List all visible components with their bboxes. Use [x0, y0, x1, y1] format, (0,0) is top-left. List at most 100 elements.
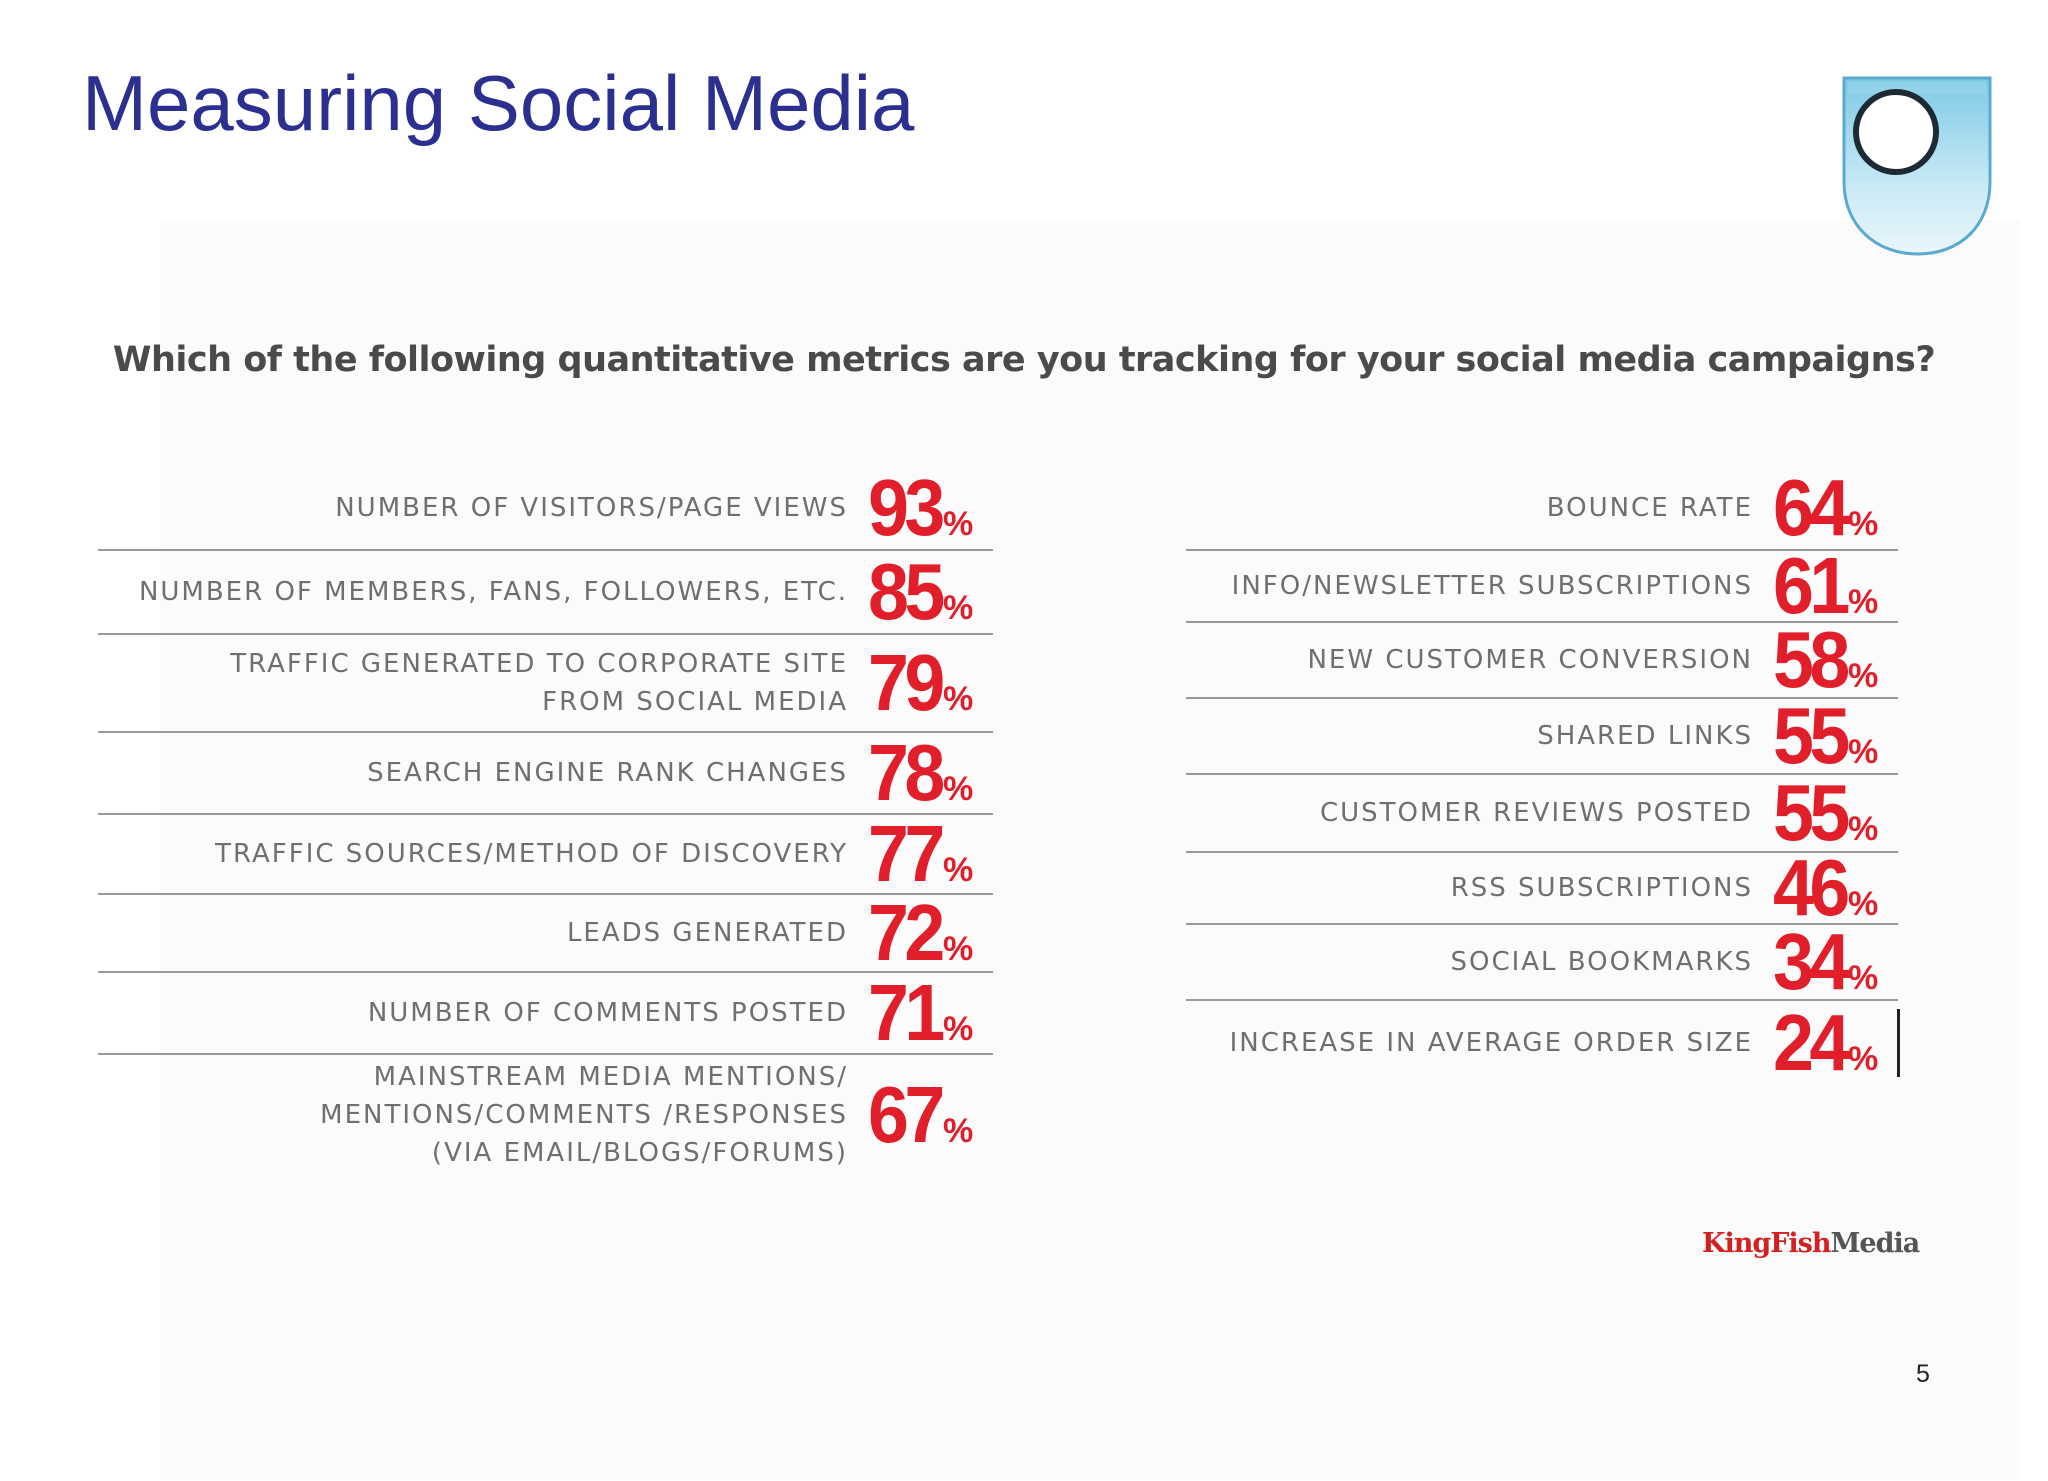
metric-label: BOUNCE RATE	[1186, 489, 1773, 527]
percent-sign: %	[1847, 583, 1879, 621]
metric-label: LEADS GENERATED	[98, 914, 868, 952]
percent-sign: %	[942, 930, 974, 968]
metric-value: 24%	[1773, 1003, 1898, 1083]
metric-value: 55%	[1773, 696, 1898, 776]
metric-row: BOUNCE RATE 64%	[1186, 467, 1898, 551]
chart-title: Which of the following quantitative metr…	[112, 340, 1936, 380]
percent-sign: %	[1847, 810, 1879, 848]
percent-sign: %	[1847, 505, 1879, 543]
metric-value-number: 77	[868, 809, 945, 898]
metric-label-line: LEADS GENERATED	[566, 918, 848, 948]
metric-label: MAINSTREAM MEDIA MENTIONS/MENTIONS/COMME…	[98, 1058, 868, 1172]
metric-value: 55%	[1773, 773, 1898, 853]
metrics-column-right: BOUNCE RATE 64% INFO/NEWSLETTER SUBSCRIPTI…	[1186, 467, 1900, 1085]
metric-label: SHARED LINKS	[1186, 717, 1773, 755]
metric-row: SHARED LINKS 55%	[1186, 696, 1898, 776]
metric-value-number: 64	[1773, 463, 1850, 552]
metric-value-number: 34	[1773, 917, 1850, 1006]
percent-sign: %	[942, 505, 974, 543]
metric-label-line: NUMBER OF VISITORS/PAGE VIEWS	[335, 493, 848, 523]
metric-value: 93%	[868, 468, 993, 548]
metric-row: NUMBER OF VISITORS/PAGE VIEWS 93%	[98, 467, 993, 551]
percent-sign: %	[942, 851, 974, 889]
metric-value-number: 93	[868, 463, 945, 552]
metric-label: NEW CUSTOMER CONVERSION	[1186, 641, 1773, 679]
metric-value-number: 72	[868, 888, 945, 977]
metric-label-line: TRAFFIC SOURCES/METHOD OF DISCOVERY	[215, 839, 848, 869]
metric-label: NUMBER OF MEMBERS, FANS, FOLLOWERS, ETC.	[98, 573, 868, 611]
metric-label: CUSTOMER REVIEWS POSTED	[1186, 794, 1773, 832]
metric-value: 67%	[868, 1075, 993, 1155]
metric-value-number: 55	[1773, 768, 1850, 857]
metric-value: 61%	[1773, 546, 1898, 626]
metric-row: CUSTOMER REVIEWS POSTED 55%	[1186, 773, 1898, 853]
metric-label-line: MENTIONS/COMMENTS /RESPONSES	[320, 1100, 848, 1130]
percent-sign: %	[942, 1112, 974, 1150]
metric-row: NUMBER OF COMMENTS POSTED 71%	[98, 973, 993, 1055]
metric-value-number: 79	[868, 638, 945, 727]
percent-sign: %	[1847, 1040, 1879, 1078]
metric-row: RSS SUBSCRIPTIONS 46%	[1186, 848, 1898, 928]
metric-value: 34%	[1773, 922, 1898, 1002]
text-cursor	[1897, 1009, 1900, 1077]
metric-label-line: SEARCH ENGINE RANK CHANGES	[367, 758, 848, 788]
percent-sign: %	[1847, 733, 1879, 771]
metric-label-line: NUMBER OF MEMBERS, FANS, FOLLOWERS, ETC.	[138, 577, 848, 607]
metric-row: SEARCH ENGINE RANK CHANGES 78%	[98, 733, 993, 815]
percent-sign: %	[1847, 885, 1879, 923]
metric-value: 72%	[868, 893, 993, 973]
metric-row: TRAFFIC SOURCES/METHOD OF DISCOVERY 77%	[98, 809, 993, 898]
page-number: 5	[1916, 1360, 1930, 1388]
metric-row: MAINSTREAM MEDIA MENTIONS/MENTIONS/COMME…	[98, 1055, 993, 1175]
metric-label-line: MAINSTREAM MEDIA MENTIONS/	[373, 1062, 848, 1092]
metric-value-number: 24	[1773, 998, 1850, 1087]
metric-label-line: NEW CUSTOMER CONVERSION	[1307, 645, 1753, 675]
metric-value: 58%	[1773, 620, 1898, 700]
percent-sign: %	[1847, 657, 1879, 695]
metric-label-line: INFO/NEWSLETTER SUBSCRIPTIONS	[1231, 571, 1753, 601]
metric-value-number: 61	[1773, 541, 1850, 630]
metric-label: NUMBER OF VISITORS/PAGE VIEWS	[98, 489, 868, 527]
metric-label-line: INCREASE IN AVERAGE ORDER SIZE	[1229, 1028, 1753, 1058]
metric-row: LEADS GENERATED 72%	[98, 893, 993, 973]
metric-value-number: 78	[868, 728, 945, 817]
metric-value: 79%	[868, 643, 993, 723]
metric-row: TRAFFIC GENERATED TO CORPORATE SITE FROM …	[98, 635, 993, 733]
metric-row: INCREASE IN AVERAGE ORDER SIZE 24%	[1186, 1001, 1900, 1085]
metric-label-line: NUMBER OF COMMENTS POSTED	[367, 998, 848, 1028]
open-university-logo	[1842, 76, 1992, 256]
slide-title: Measuring Social Media	[82, 59, 915, 147]
metric-label: SOCIAL BOOKMARKS	[1186, 943, 1773, 981]
metric-value-number: 85	[868, 547, 945, 636]
metric-label-line: (VIA EMAIL/BLOGS/FORUMS)	[431, 1138, 848, 1168]
metric-value: 71%	[868, 973, 993, 1053]
metric-label-line: SOCIAL BOOKMARKS	[1450, 947, 1753, 977]
percent-sign: %	[942, 680, 974, 718]
metric-label-line: RSS SUBSCRIPTIONS	[1450, 873, 1753, 903]
metric-row: NEW CUSTOMER CONVERSION 58%	[1186, 620, 1898, 700]
metric-label-line: TRAFFIC GENERATED TO CORPORATE SITE	[230, 649, 848, 679]
percent-sign: %	[1847, 959, 1879, 997]
metric-label: INFO/NEWSLETTER SUBSCRIPTIONS	[1186, 567, 1773, 605]
metric-label-line: SHARED LINKS	[1537, 721, 1753, 751]
metric-value-number: 67	[868, 1070, 945, 1159]
metric-value-number: 46	[1773, 843, 1850, 932]
metric-label: TRAFFIC GENERATED TO CORPORATE SITE FROM …	[98, 645, 868, 721]
metric-label: TRAFFIC SOURCES/METHOD OF DISCOVERY	[98, 835, 868, 873]
metric-row: INFO/NEWSLETTER SUBSCRIPTIONS 61%	[1186, 546, 1898, 626]
percent-sign: %	[942, 589, 974, 627]
metric-label: INCREASE IN AVERAGE ORDER SIZE	[1186, 1024, 1773, 1062]
metrics-column-left: NUMBER OF VISITORS/PAGE VIEWS 93% NUMBER O…	[98, 467, 993, 1175]
metric-label: RSS SUBSCRIPTIONS	[1186, 869, 1773, 907]
percent-sign: %	[942, 1010, 974, 1048]
metric-value-number: 71	[868, 968, 945, 1057]
metric-value: 46%	[1773, 848, 1898, 928]
metric-value-number: 58	[1773, 615, 1850, 704]
metric-value: 78%	[868, 733, 993, 813]
chart-background	[160, 220, 2020, 1480]
metric-label: NUMBER OF COMMENTS POSTED	[98, 994, 868, 1032]
kingfish-media-logo: KingFishMedia	[1702, 1228, 1920, 1259]
metric-row: NUMBER OF MEMBERS, FANS, FOLLOWERS, ETC.…	[98, 551, 993, 635]
percent-sign: %	[942, 770, 974, 808]
metric-label-line: BOUNCE RATE	[1546, 493, 1753, 523]
